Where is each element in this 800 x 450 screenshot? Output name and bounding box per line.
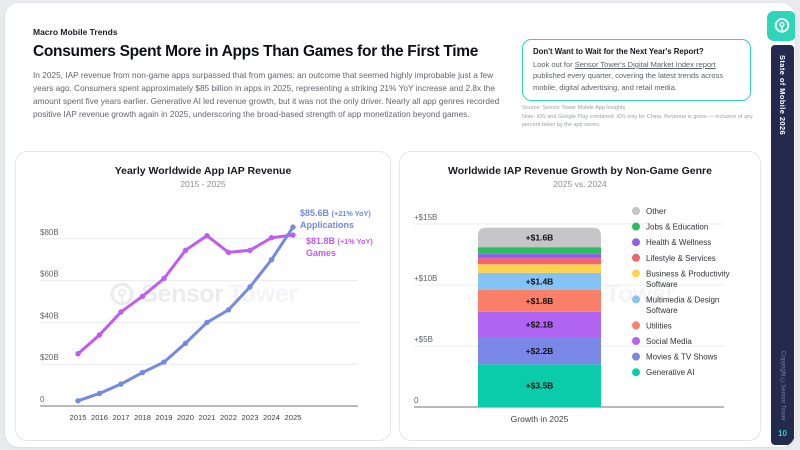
svg-text:2018: 2018	[134, 413, 151, 422]
watermark-text-light: Tower	[228, 280, 298, 308]
svg-text:Software: Software	[646, 280, 678, 289]
svg-text:Software: Software	[646, 306, 678, 315]
callout-heading: Don't Want to Wait for the Next Year's R…	[533, 47, 704, 56]
bar-chart-title: Worldwide IAP Revenue Growth by Non-Game…	[448, 165, 712, 177]
sensor-tower-logo-icon	[111, 282, 134, 305]
intro-paragraph: In 2025, IAP revenue from non-game apps …	[33, 70, 500, 120]
svg-text:Movies & TV Shows: Movies & TV Shows	[646, 353, 717, 362]
svg-text:+$3.5B: +$3.5B	[526, 381, 554, 391]
svg-text:+$10B: +$10B	[414, 274, 437, 283]
svg-text:$20B: $20B	[40, 353, 59, 362]
svg-text:+$1.4B: +$1.4B	[526, 276, 554, 286]
callout-body: Look out for Sensor Tower's Digital Mark…	[533, 59, 740, 93]
svg-text:Multimedia & Design: Multimedia & Design	[646, 295, 719, 304]
svg-text:$40B: $40B	[40, 311, 59, 320]
svg-text:0: 0	[40, 395, 45, 404]
svg-text:+$5B: +$5B	[414, 335, 433, 344]
svg-text:Health & Wellness: Health & Wellness	[646, 238, 711, 247]
svg-text:+$2.1B: +$2.1B	[526, 320, 554, 330]
callout-body-suffix: published every quarter, covering the la…	[533, 71, 724, 92]
svg-text:$60B: $60B	[40, 270, 59, 279]
callout-box: Don't Want to Wait for the Next Year's R…	[522, 39, 751, 101]
svg-text:$85.6B (+21% YoY): $85.6B (+21% YoY)	[300, 208, 371, 218]
svg-text:2019: 2019	[156, 413, 173, 422]
line-chart: 0 $20B $40B $60B $80B 2015 2016 2017 2018 2019 202…	[40, 208, 373, 422]
callout-body-prefix: Look out for	[533, 60, 575, 69]
bar-chart-subtitle: 2025 vs. 2024	[553, 179, 607, 189]
svg-text:+$1.6B: +$1.6B	[526, 232, 554, 242]
report-brand: State of Mobile 2026	[778, 55, 787, 136]
svg-text:2025: 2025	[285, 413, 302, 422]
line-chart-title: Yearly Worldwide App IAP Revenue	[114, 165, 292, 177]
svg-text:2015: 2015	[70, 413, 87, 422]
sensor-tower-logo-icon	[774, 18, 789, 33]
svg-text:Games: Games	[306, 248, 336, 258]
svg-text:2022: 2022	[220, 413, 237, 422]
svg-text:Lifestyle & Services: Lifestyle & Services	[646, 254, 716, 263]
svg-text:Social Media: Social Media	[646, 337, 692, 346]
slide: Macro Mobile Trends Consumers Spent More…	[5, 3, 795, 447]
page-number: 10	[778, 429, 787, 438]
report-sidebar: State of Mobile 2026 Copyright ©Sensor T…	[771, 45, 794, 445]
svg-text:Applications: Applications	[300, 220, 354, 230]
svg-text:+$1.8B: +$1.8B	[526, 296, 554, 306]
svg-text:0: 0	[414, 396, 419, 405]
copyright-label: Copyright ©Sensor Tower	[779, 351, 786, 421]
svg-text:Utilities: Utilities	[646, 321, 672, 330]
section-eyebrow: Macro Mobile Trends	[33, 27, 118, 37]
sensor-tower-logo-badge	[767, 11, 795, 41]
svg-text:2020: 2020	[177, 413, 194, 422]
line-chart-card: Sensor Tower Yearly Worldwide App IAP Rev…	[15, 151, 391, 441]
footnote: Source: Sensor Tower Mobile App Insights…	[522, 104, 754, 130]
digital-market-index-link[interactable]: Sensor Tower's Digital Market Index repo…	[574, 60, 716, 69]
svg-text:2016: 2016	[91, 413, 108, 422]
page-title: Consumers Spent More in Apps Than Games …	[33, 43, 479, 60]
svg-text:Jobs & Education: Jobs & Education	[646, 223, 708, 232]
svg-text:2023: 2023	[242, 413, 259, 422]
svg-text:$81.8B (+1% YoY): $81.8B (+1% YoY)	[306, 236, 373, 246]
svg-text:2021: 2021	[199, 413, 216, 422]
svg-text:Generative AI: Generative AI	[646, 368, 694, 377]
footnote-note: Note: iOS and Google Play combined; iOS …	[522, 113, 753, 129]
line-chart-subtitle: 2015 - 2025	[180, 179, 226, 189]
svg-text:Growth in 2025: Growth in 2025	[511, 414, 569, 424]
stacked-bar-chart: 0 +$5B +$10B +$15B +$3.5B +$2.2B +$2.1B +$1.8B +…	[414, 207, 730, 424]
svg-text:+$2.2B: +$2.2B	[526, 346, 554, 356]
svg-text:2024: 2024	[263, 413, 280, 422]
svg-text:+$15B: +$15B	[414, 213, 437, 222]
svg-text:2017: 2017	[113, 413, 130, 422]
footnote-source: Source: Sensor Tower Mobile App Insights	[522, 105, 626, 111]
svg-text:Business & Productivity: Business & Productivity	[646, 269, 730, 278]
svg-text:Other: Other	[646, 207, 666, 216]
svg-text:$80B: $80B	[40, 228, 59, 237]
